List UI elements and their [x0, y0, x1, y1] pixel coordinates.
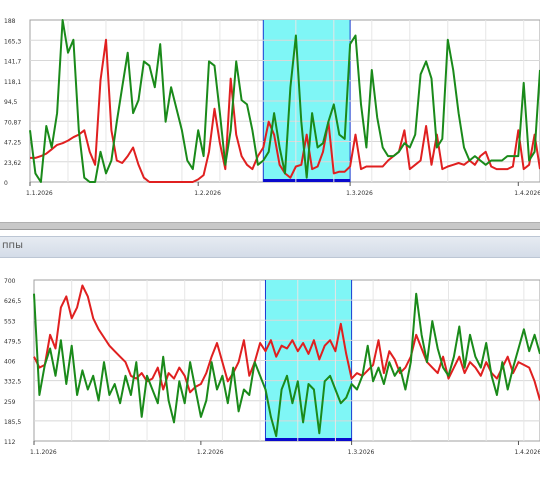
x-tick-label: 1.4.2026 [514, 449, 540, 456]
y-tick-label: 259 [4, 399, 16, 406]
x-tick-label: 1.4.2026 [514, 190, 540, 197]
y-tick-label: 185,5 [4, 419, 21, 426]
y-tick-label: 188 [4, 18, 16, 25]
y-tick-label: 700 [4, 278, 16, 285]
y-tick-label: 23,62 [4, 160, 21, 167]
red-series-line [33, 284, 540, 401]
green-series-line [33, 292, 540, 438]
x-tick-label: 1.1.2026 [26, 190, 53, 197]
y-tick-label: 141,7 [4, 59, 21, 66]
highlight-marker [263, 179, 351, 182]
top-chart-panel: 188 165,3 141,7 118,1 94,5 70,87 47,25 23,62 0 1.… [0, 0, 540, 222]
highlight-marker [265, 438, 352, 441]
y-tick-label: 112 [4, 439, 16, 446]
bottom-line-chart[interactable]: 700 626,5 553 479,5 406 332,5 259 185,5 112 1.1.2… [0, 256, 540, 482]
x-tick-label: 1.2.2026 [197, 449, 224, 456]
y-tick-label: 47,25 [4, 140, 21, 147]
y-tick-label: 406 [4, 359, 16, 366]
y-tick-label: 553 [4, 318, 16, 325]
x-tick-label: 1.3.2026 [346, 190, 373, 197]
y-tick-label: 94,5 [4, 99, 18, 106]
x-tick-label: 1.1.2026 [30, 449, 57, 456]
x-tick-label: 1.2.2026 [194, 190, 221, 197]
y-tick-label: 165,3 [4, 38, 21, 45]
splitter-bar[interactable] [0, 222, 540, 230]
bottom-chart-panel: 700 626,5 553 479,5 406 332,5 259 185,5 112 1.1.2… [0, 256, 540, 482]
x-tick-label: 1.3.2026 [348, 449, 375, 456]
green-series-line [29, 19, 540, 183]
y-tick-label: 118,1 [4, 79, 21, 86]
y-tick-label: 0 [4, 180, 8, 187]
y-tick-label: 332,5 [4, 379, 21, 386]
y-tick-label: 626,5 [4, 298, 21, 305]
y-tick-label: 479,5 [4, 338, 21, 345]
y-tick-label: 70,87 [4, 119, 21, 126]
section-header-title: ппы [2, 240, 23, 251]
top-line-chart[interactable]: 188 165,3 141,7 118,1 94,5 70,87 47,25 23,62 0 1.… [0, 0, 540, 222]
section-header: ппы [0, 236, 540, 258]
